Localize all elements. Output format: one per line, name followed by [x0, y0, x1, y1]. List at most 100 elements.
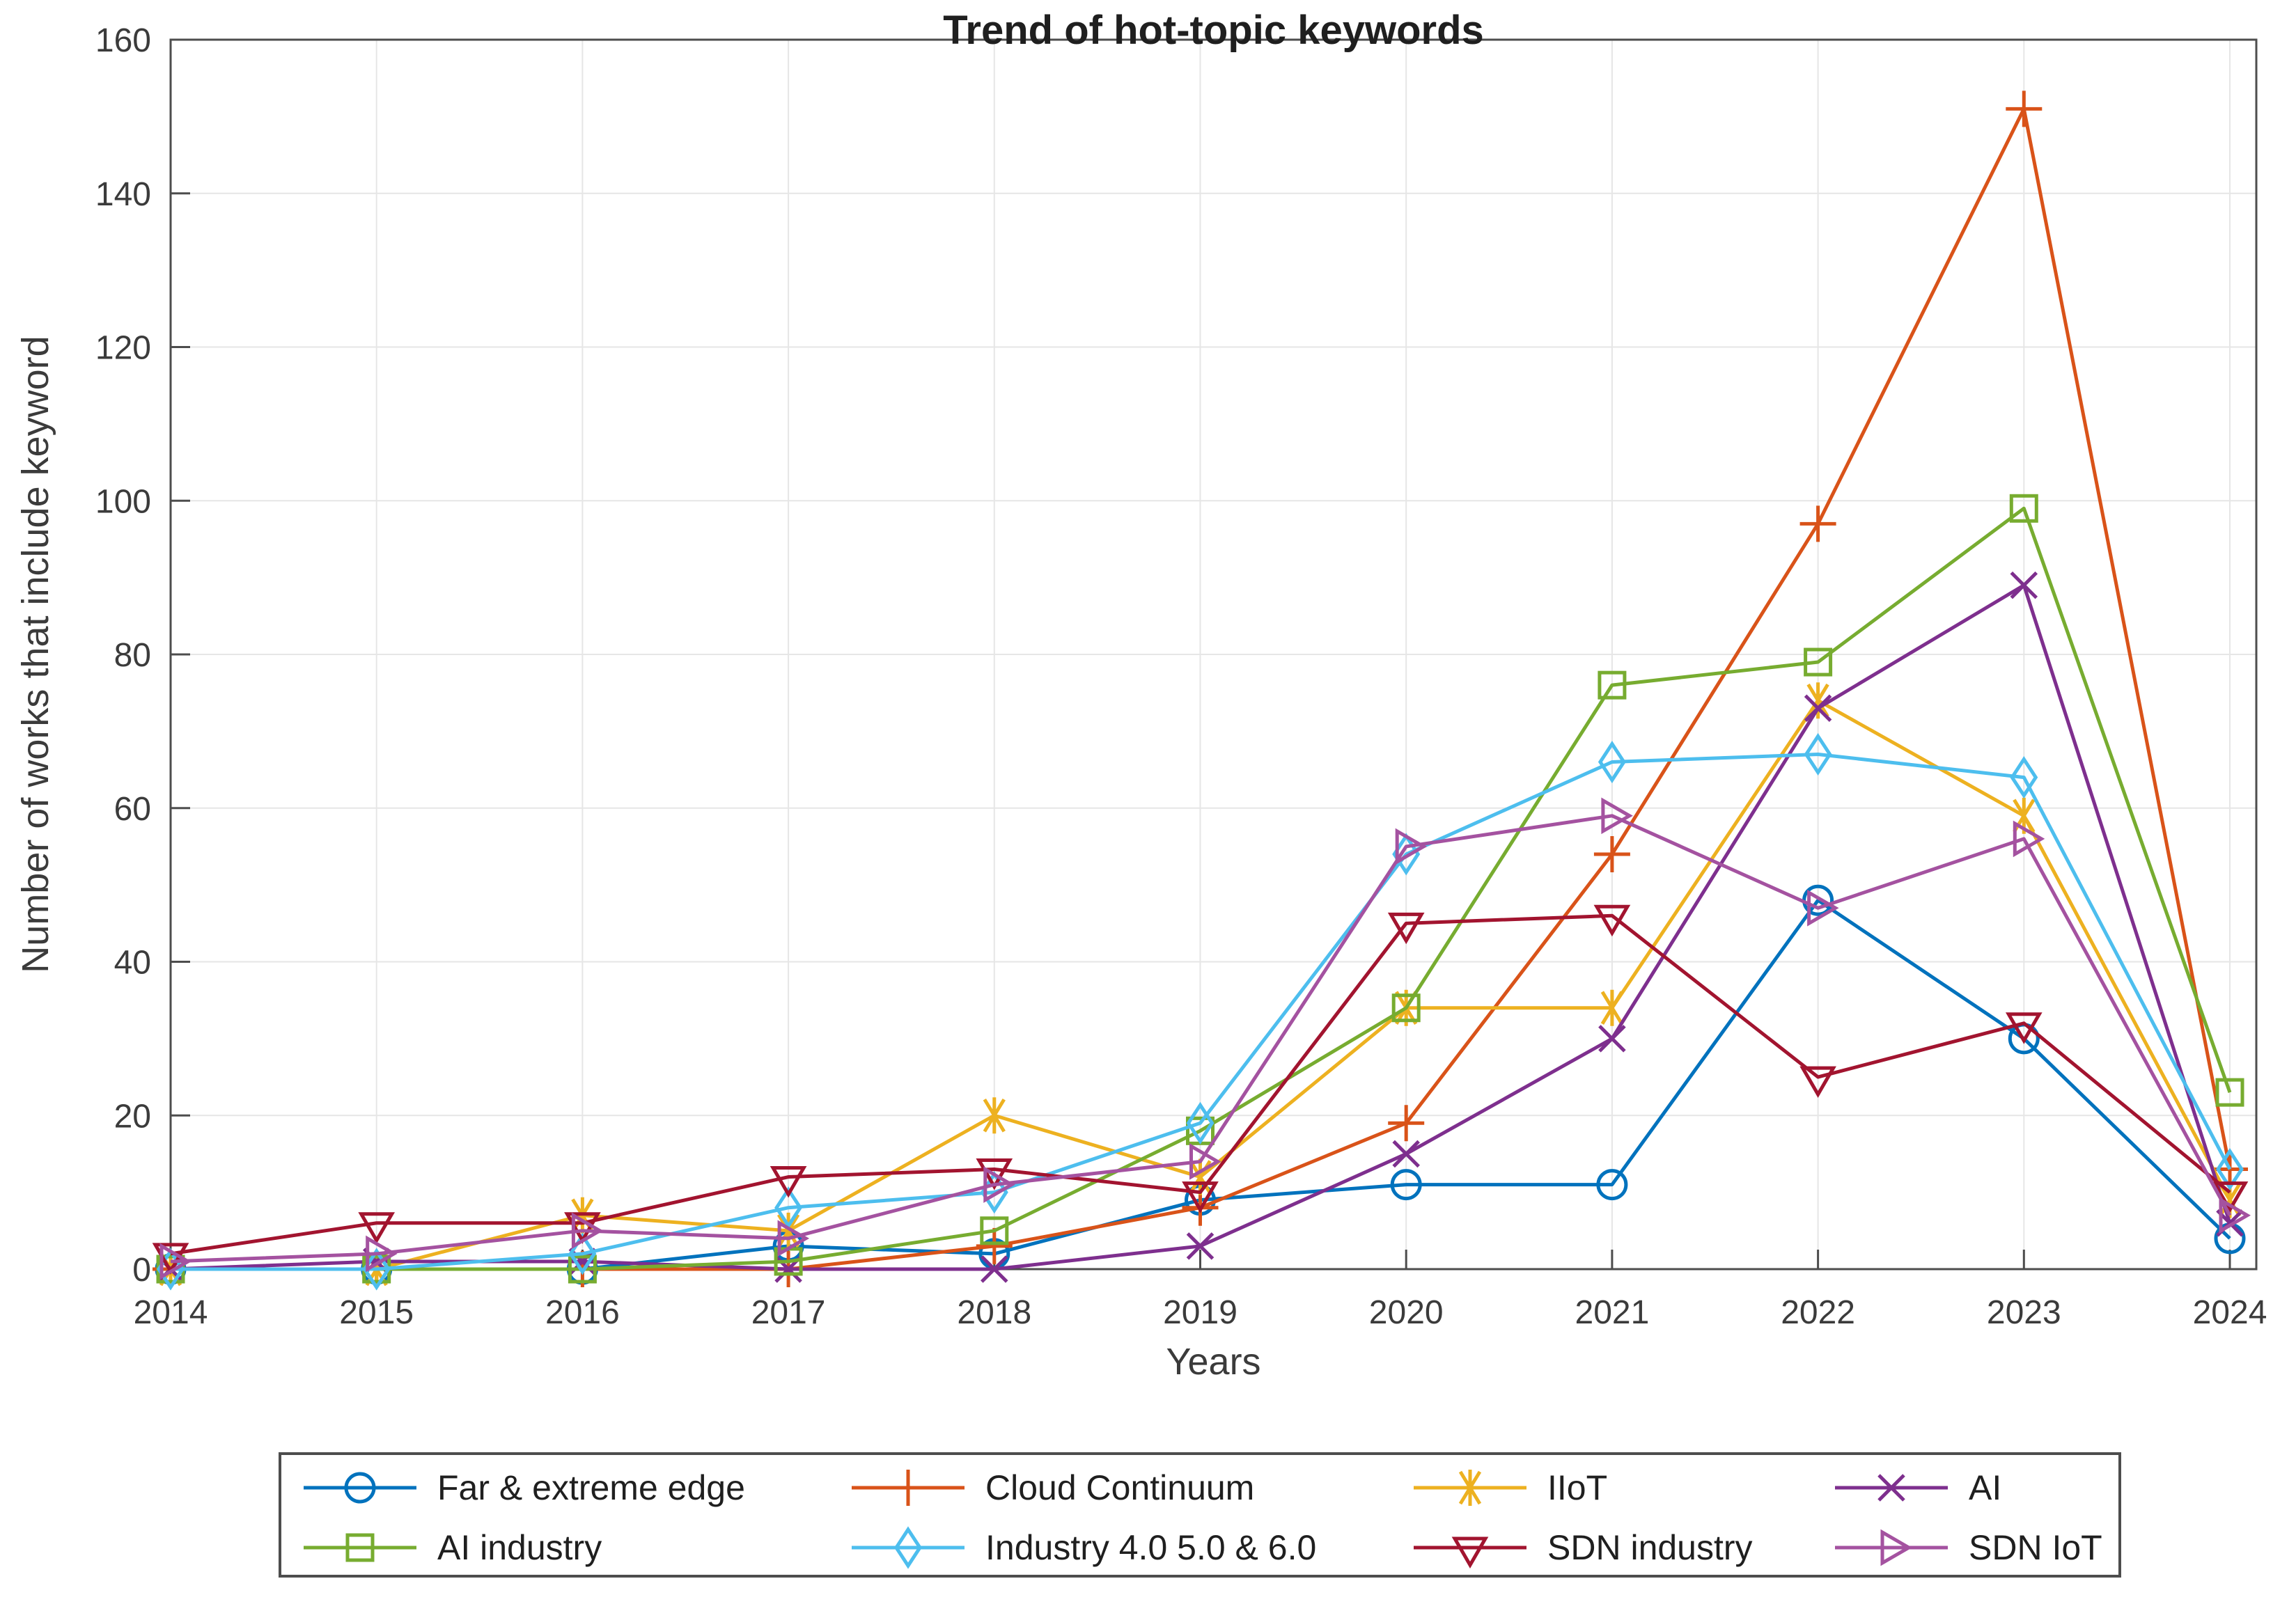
x-marker — [2010, 571, 2038, 599]
x-marker — [1598, 1025, 1626, 1053]
triangle-down-marker — [1387, 912, 1425, 945]
square-marker — [2009, 494, 2038, 523]
x-tick-label: 2023 — [1987, 1294, 2061, 1331]
triangle-right-marker — [2219, 1197, 2251, 1234]
plus-marker — [1593, 835, 1630, 872]
diamond-marker — [774, 1186, 803, 1229]
x-tick-label: 2014 — [134, 1294, 208, 1331]
asterisk-marker — [983, 1097, 1006, 1134]
x-tick-label: 2018 — [957, 1294, 1031, 1331]
series-line — [171, 506, 2232, 1271]
series-line — [170, 814, 2232, 1264]
x-marker — [1186, 1232, 1215, 1260]
triangle-right-marker — [159, 1243, 192, 1280]
y-tick-label: 0 — [132, 1252, 151, 1289]
legend-column: Cloud Continuum Industry 4.0 5.0 & 6.0 — [849, 1455, 1316, 1578]
diamond-marker — [1598, 740, 1626, 784]
asterisk-marker — [1458, 1470, 1482, 1506]
legend-label: SDN IoT — [1969, 1528, 2102, 1567]
y-tick-label: 120 — [95, 330, 151, 367]
x-tick-label: 2019 — [1163, 1294, 1237, 1331]
x-tick-label: 2020 — [1369, 1294, 1444, 1331]
asterisk-marker — [776, 1212, 800, 1249]
legend-sample-sdn-iot — [1835, 1529, 1948, 1566]
triangle-right-marker — [1601, 797, 1633, 835]
x-tick-label: 2022 — [1781, 1294, 1855, 1331]
plus-marker — [1388, 1105, 1425, 1142]
x-marker — [981, 1255, 1008, 1283]
triangle-right-marker — [1189, 1143, 1221, 1180]
x-tick-label: 2017 — [751, 1294, 826, 1331]
legend-column: IIoT SDN industry — [1411, 1455, 1753, 1578]
triangle-right-marker — [571, 1212, 604, 1250]
legend-label: Far & extreme edge — [437, 1468, 745, 1507]
diamond-marker — [2216, 1147, 2244, 1191]
legend-sample-ai-industry — [304, 1533, 416, 1562]
legend-column: AI SDN IoT — [1832, 1455, 2102, 1578]
legend-sample-ai — [1835, 1474, 1948, 1502]
gridlines — [171, 39, 2256, 1269]
triangle-right-marker — [1880, 1529, 1912, 1566]
legend-item-cloud-continuum: Cloud Continuum — [849, 1458, 1316, 1518]
legend-sample-sdn-industry — [1414, 1536, 1526, 1568]
square-marker — [2215, 1078, 2244, 1107]
triangle-right-marker — [1395, 828, 1428, 865]
x-marker — [1392, 1140, 1420, 1168]
square-marker — [980, 1216, 1009, 1245]
triangle-right-marker — [983, 1166, 1015, 1203]
y-tick-label: 140 — [95, 176, 151, 213]
asterisk-marker — [1600, 989, 1624, 1026]
triangle-down-marker — [1799, 1066, 1836, 1099]
legend-item-far-extreme-edge: Far & extreme edge — [301, 1458, 745, 1518]
legend: Far & extreme edge AI industry Cloud Conti… — [279, 1452, 2121, 1578]
x-tick-label: 2016 — [545, 1294, 620, 1331]
square-marker — [1804, 647, 1833, 677]
triangle-down-marker — [358, 1212, 396, 1244]
legend-item-ai-industry: AI industry — [301, 1518, 745, 1578]
triangle-down-marker — [1182, 1181, 1219, 1213]
legend-column: Far & extreme edge AI industry — [301, 1455, 745, 1578]
triangle-right-marker — [777, 1220, 810, 1257]
legend-label: IIoT — [1547, 1468, 1608, 1507]
legend-sample-industry-4-0-5-0-6-0 — [852, 1526, 965, 1569]
diamond-marker — [2010, 756, 2038, 799]
plus-marker — [1799, 505, 1836, 542]
triangle-right-marker — [1807, 889, 1839, 927]
plus-marker — [2006, 91, 2043, 127]
diamond-marker — [1186, 1101, 1215, 1145]
y-tick-label: 160 — [95, 22, 151, 59]
x-marker — [1804, 694, 1832, 723]
series-sdn-iot — [159, 797, 2251, 1280]
y-tick-label: 60 — [114, 791, 151, 828]
triangle-right-marker — [2013, 820, 2045, 858]
tick-labels: 2014 2015 2016 2017 2018 2019 2020 2021 2022 2023… — [95, 22, 2267, 1331]
x-tick-label: 2015 — [339, 1294, 414, 1331]
y-tick-label: 40 — [114, 945, 151, 982]
legend-item-sdn-industry: SDN industry — [1411, 1518, 1753, 1578]
triangle-right-marker — [366, 1235, 398, 1273]
diamond-marker — [568, 1232, 597, 1275]
diamond-marker — [894, 1526, 922, 1569]
legend-label: Cloud Continuum — [985, 1468, 1255, 1507]
asterisk-marker — [1806, 682, 1829, 719]
square-marker — [345, 1533, 375, 1562]
y-tick-label: 100 — [95, 483, 151, 520]
x-axis-label: Years — [1166, 1341, 1261, 1383]
y-tick-label: 20 — [114, 1098, 151, 1135]
legend-label: AI — [1969, 1468, 2002, 1507]
legend-item-sdn-iot: SDN IoT — [1832, 1518, 2102, 1578]
circle-marker — [1596, 1169, 1628, 1201]
plus-marker — [976, 1227, 1013, 1264]
triangle-down-marker — [1593, 904, 1631, 937]
legend-label: Industry 4.0 5.0 & 6.0 — [985, 1528, 1317, 1567]
legend-sample-far-extreme-edge — [304, 1472, 416, 1504]
series-group — [152, 91, 2251, 1291]
x-tick-label: 2021 — [1575, 1294, 1650, 1331]
plus-marker — [890, 1470, 926, 1506]
legend-sample-cloud-continuum — [852, 1470, 965, 1506]
legend-item-ai: AI — [1832, 1458, 2102, 1518]
triangle-down-marker — [2005, 1012, 2043, 1044]
square-marker — [1391, 993, 1421, 1023]
